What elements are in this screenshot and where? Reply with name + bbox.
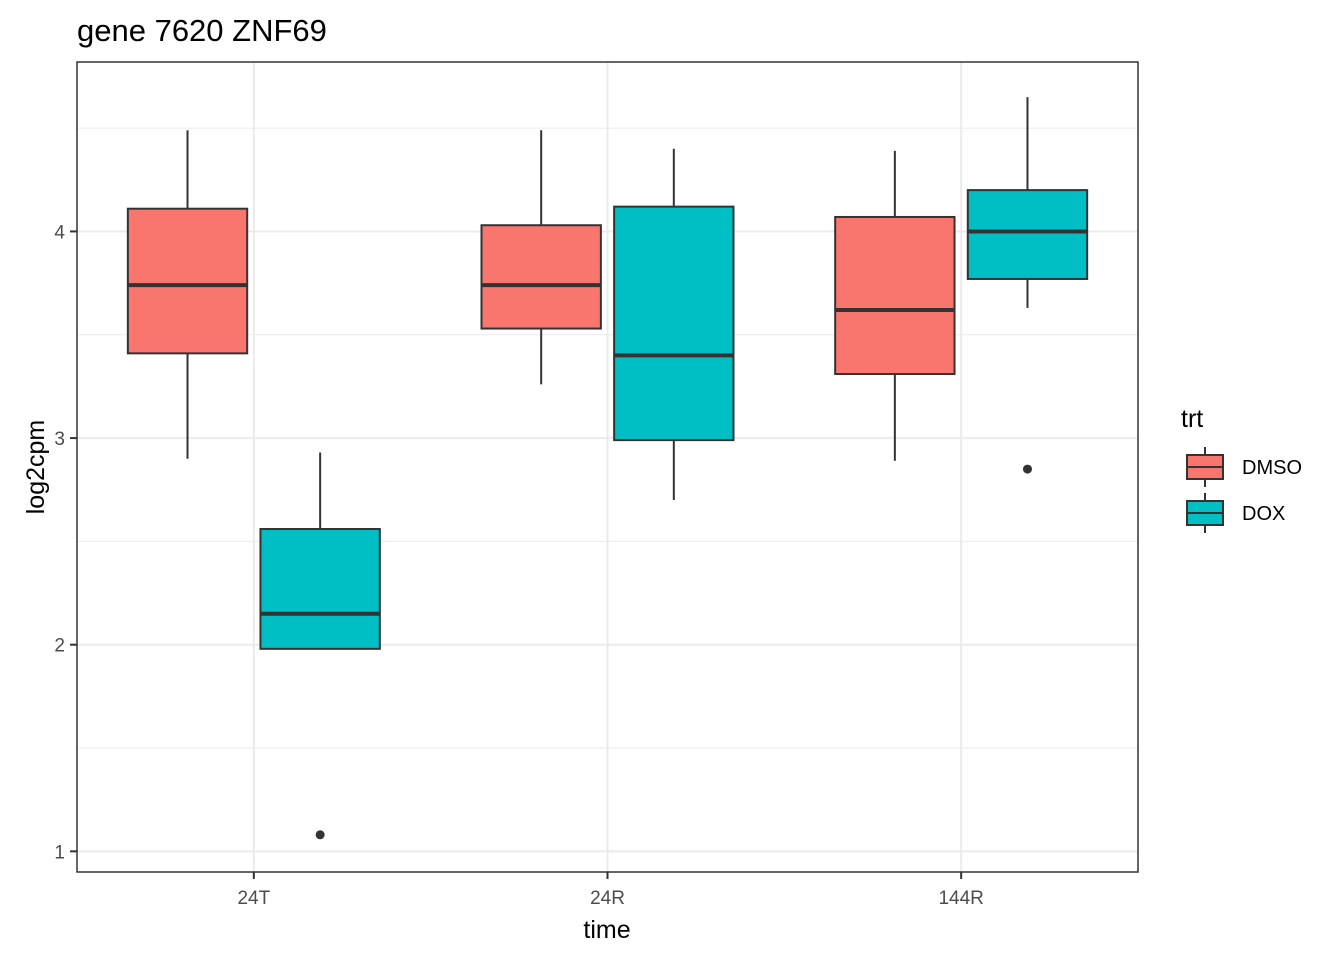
x-tick-label: 24R [590, 888, 625, 909]
y-tick-label: 2 [54, 636, 65, 657]
box-dox-24r [613, 205, 735, 442]
legend-entry-dmso: DMSO [1186, 447, 1302, 487]
box-dmso-144r [834, 215, 956, 376]
legend-label-dmso: DMSO [1242, 457, 1302, 479]
x-axis: 24T 24R 144R [237, 872, 984, 909]
y-tick-label: 1 [54, 842, 65, 863]
chart-title: gene 7620 ZNF69 [77, 13, 327, 48]
plot-panel [76, 61, 1139, 873]
outlier-dox-24t [315, 830, 325, 840]
y-axis: 1 2 3 4 [54, 222, 77, 863]
box-dox-144r [966, 189, 1089, 280]
legend-label-dox: DOX [1242, 503, 1285, 525]
x-tick-label: 24T [237, 888, 270, 909]
legend-entry-dox: DOX [1186, 493, 1285, 533]
y-axis-title: log2cpm [22, 420, 50, 515]
legend: trt DMSO DOX [1181, 405, 1302, 533]
box-dox-24t [259, 527, 381, 650]
outlier-dox-144r [1022, 464, 1032, 474]
x-axis-title: time [583, 916, 630, 944]
y-tick-label: 4 [54, 222, 65, 243]
y-tick-label: 3 [54, 429, 65, 450]
x-tick-label: 144R [938, 888, 983, 909]
box-dmso-24t [126, 207, 249, 355]
legend-title: trt [1181, 405, 1203, 433]
box-dmso-24r [480, 224, 602, 330]
